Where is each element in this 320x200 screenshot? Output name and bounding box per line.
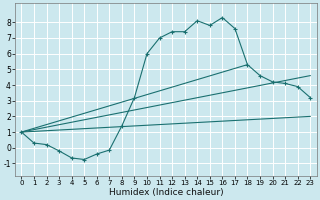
X-axis label: Humidex (Indice chaleur): Humidex (Indice chaleur) bbox=[108, 188, 223, 197]
